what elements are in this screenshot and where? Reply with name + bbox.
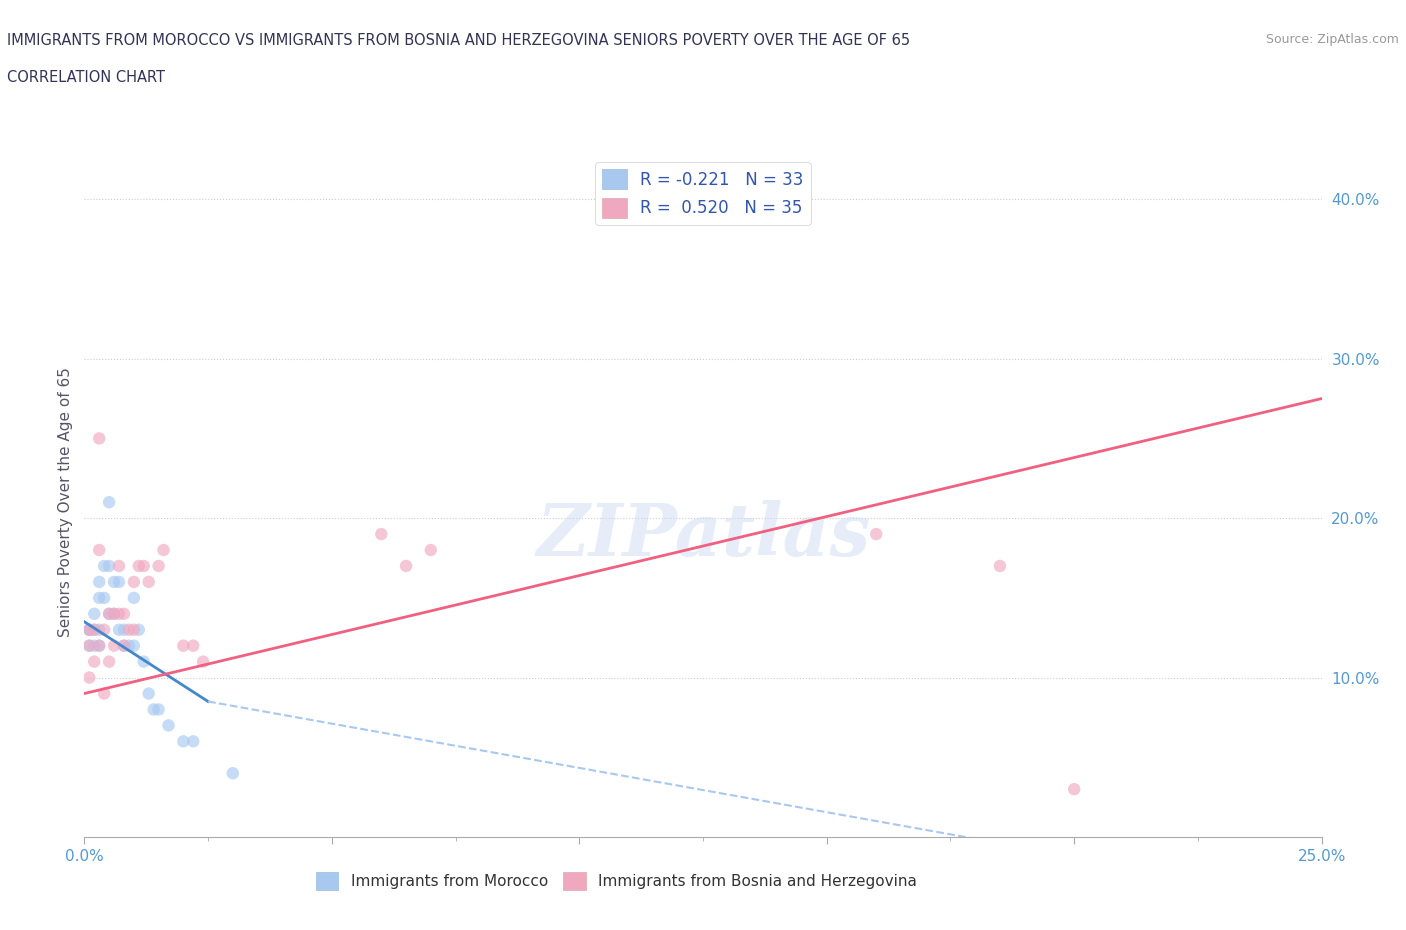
Point — [191, 654, 214, 669]
Point — [89, 575, 111, 590]
Point — [181, 638, 204, 653]
Point — [79, 671, 101, 685]
Point — [79, 638, 101, 653]
Point — [93, 591, 115, 605]
Point — [118, 638, 141, 653]
Point — [98, 606, 121, 621]
Point — [83, 638, 105, 653]
Point — [98, 606, 121, 621]
Point — [395, 559, 418, 574]
Point — [89, 431, 111, 445]
Point — [112, 606, 135, 621]
Text: Source: ZipAtlas.com: Source: ZipAtlas.com — [1265, 33, 1399, 46]
Point — [93, 622, 115, 637]
Point — [138, 686, 160, 701]
Point — [172, 638, 194, 653]
Point — [79, 622, 101, 637]
Point — [89, 638, 111, 653]
Point — [138, 575, 160, 590]
Point — [152, 542, 174, 557]
Point — [1063, 782, 1085, 797]
Point — [122, 622, 145, 637]
Point — [108, 559, 131, 574]
Point — [108, 606, 131, 621]
Point — [79, 622, 101, 637]
Point — [181, 734, 204, 749]
Point — [122, 638, 145, 653]
Point — [98, 559, 121, 574]
Point — [132, 559, 155, 574]
Text: CORRELATION CHART: CORRELATION CHART — [7, 70, 165, 85]
Point — [865, 526, 887, 541]
Point — [157, 718, 180, 733]
Text: IMMIGRANTS FROM MOROCCO VS IMMIGRANTS FROM BOSNIA AND HERZEGOVINA SENIORS POVERT: IMMIGRANTS FROM MOROCCO VS IMMIGRANTS FR… — [7, 33, 910, 47]
Point — [148, 559, 170, 574]
Point — [83, 622, 105, 637]
Point — [79, 622, 101, 637]
Point — [112, 622, 135, 637]
Point — [370, 526, 392, 541]
Point — [172, 734, 194, 749]
Point — [98, 654, 121, 669]
Legend: Immigrants from Morocco, Immigrants from Bosnia and Herzegovina: Immigrants from Morocco, Immigrants from… — [309, 866, 924, 897]
Point — [128, 559, 150, 574]
Point — [79, 638, 101, 653]
Point — [89, 591, 111, 605]
Y-axis label: Seniors Poverty Over the Age of 65: Seniors Poverty Over the Age of 65 — [58, 367, 73, 637]
Point — [112, 638, 135, 653]
Point — [89, 542, 111, 557]
Point — [132, 654, 155, 669]
Point — [419, 542, 441, 557]
Point — [112, 638, 135, 653]
Point — [222, 765, 245, 780]
Point — [103, 606, 125, 621]
Point — [83, 622, 105, 637]
Text: ZIPatlas: ZIPatlas — [536, 500, 870, 571]
Point — [128, 622, 150, 637]
Point — [988, 559, 1011, 574]
Point — [122, 575, 145, 590]
Point — [108, 622, 131, 637]
Point — [103, 575, 125, 590]
Point — [108, 575, 131, 590]
Point — [83, 654, 105, 669]
Point — [89, 638, 111, 653]
Point — [103, 606, 125, 621]
Point — [142, 702, 165, 717]
Point — [83, 606, 105, 621]
Point — [122, 591, 145, 605]
Point — [148, 702, 170, 717]
Point — [103, 638, 125, 653]
Point — [89, 622, 111, 637]
Point — [93, 559, 115, 574]
Point — [98, 495, 121, 510]
Point — [118, 622, 141, 637]
Point — [93, 686, 115, 701]
